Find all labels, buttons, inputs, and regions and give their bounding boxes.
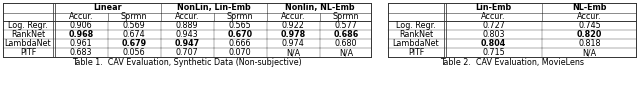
Text: Nonlin, NL-Emb: Nonlin, NL-Emb xyxy=(285,3,355,12)
Text: Accur.: Accur. xyxy=(175,12,199,21)
Text: 0.683: 0.683 xyxy=(70,48,92,57)
Text: 0.680: 0.680 xyxy=(335,39,357,48)
Text: 0.686: 0.686 xyxy=(333,30,358,39)
Text: 0.727: 0.727 xyxy=(482,21,505,30)
Text: 0.974: 0.974 xyxy=(282,39,305,48)
Text: 0.715: 0.715 xyxy=(482,48,505,57)
Text: 0.707: 0.707 xyxy=(175,48,198,57)
Text: 0.947: 0.947 xyxy=(175,39,200,48)
Text: 0.745: 0.745 xyxy=(578,21,601,30)
Text: Accur.: Accur. xyxy=(481,12,506,21)
Text: LambdaNet: LambdaNet xyxy=(4,39,51,48)
Text: N/A: N/A xyxy=(582,48,596,57)
Text: Lin-Emb: Lin-Emb xyxy=(476,3,511,12)
Text: 0.922: 0.922 xyxy=(282,21,305,30)
Text: RankNet: RankNet xyxy=(11,30,45,39)
Text: 0.803: 0.803 xyxy=(483,30,505,39)
Text: Accur.: Accur. xyxy=(577,12,602,21)
Text: 0.679: 0.679 xyxy=(122,39,147,48)
Text: Accur.: Accur. xyxy=(281,12,305,21)
Text: 0.674: 0.674 xyxy=(123,30,145,39)
Text: Sprmn: Sprmn xyxy=(333,12,359,21)
Text: Log. Regr.: Log. Regr. xyxy=(8,21,48,30)
Text: NL-Emb: NL-Emb xyxy=(572,3,607,12)
Text: Log. Regr.: Log. Regr. xyxy=(396,21,436,30)
Text: 0.666: 0.666 xyxy=(228,39,252,48)
Text: 0.961: 0.961 xyxy=(70,39,92,48)
Text: Sprmn: Sprmn xyxy=(121,12,147,21)
Text: 0.968: 0.968 xyxy=(68,30,93,39)
Text: Accur.: Accur. xyxy=(68,12,93,21)
Text: 0.056: 0.056 xyxy=(123,48,145,57)
Text: Sprmn: Sprmn xyxy=(227,12,253,21)
Text: 0.943: 0.943 xyxy=(176,30,198,39)
Text: 0.565: 0.565 xyxy=(228,21,252,30)
Text: Table 1.  CAV Evaluation, Synthetic Data (Non-subjective): Table 1. CAV Evaluation, Synthetic Data … xyxy=(72,58,302,67)
Text: 0.569: 0.569 xyxy=(123,21,145,30)
Text: 0.820: 0.820 xyxy=(577,30,602,39)
Text: Linear: Linear xyxy=(93,3,122,12)
Text: PITF: PITF xyxy=(408,48,424,57)
Text: 0.906: 0.906 xyxy=(70,21,92,30)
Text: 0.818: 0.818 xyxy=(579,39,601,48)
Text: PITF: PITF xyxy=(20,48,36,57)
Text: N/A: N/A xyxy=(339,48,353,57)
Text: 0.804: 0.804 xyxy=(481,39,506,48)
Text: 0.670: 0.670 xyxy=(227,30,253,39)
Text: RankNet: RankNet xyxy=(399,30,433,39)
Text: NonLin, Lin-Emb: NonLin, Lin-Emb xyxy=(177,3,250,12)
Text: 0.978: 0.978 xyxy=(280,30,306,39)
Text: N/A: N/A xyxy=(286,48,300,57)
Text: Table 2.  CAV Evaluation, MovieLens: Table 2. CAV Evaluation, MovieLens xyxy=(440,58,584,67)
Text: 0.070: 0.070 xyxy=(228,48,252,57)
Text: 0.889: 0.889 xyxy=(176,21,198,30)
Text: 0.577: 0.577 xyxy=(335,21,357,30)
Text: LambdaNet: LambdaNet xyxy=(393,39,439,48)
